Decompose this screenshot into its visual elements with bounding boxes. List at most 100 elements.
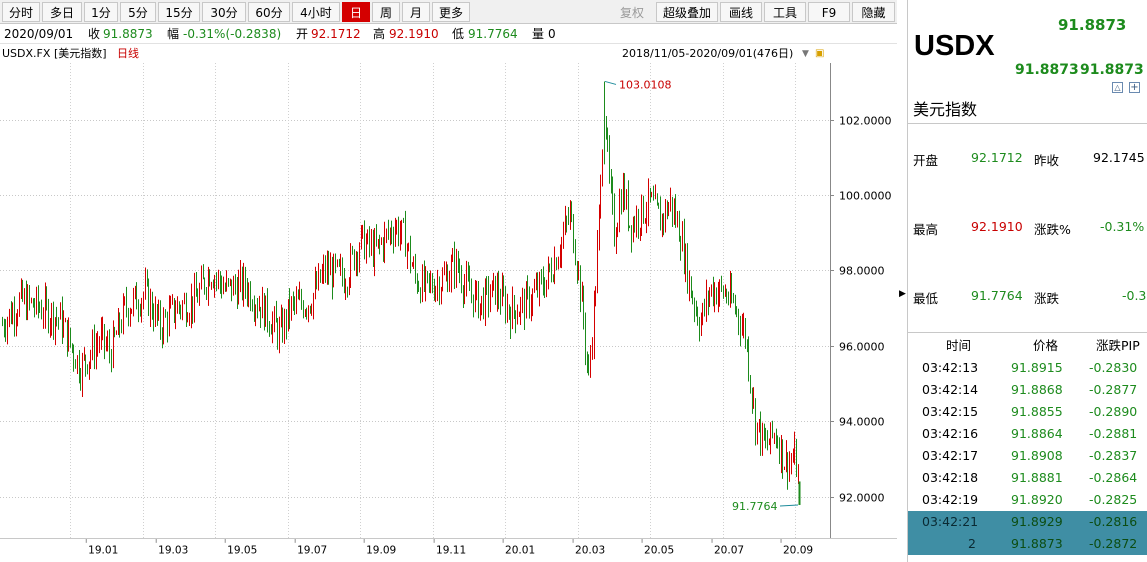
period-intraday-button[interactable]: 分时 <box>2 2 40 22</box>
f9-button[interactable]: F9 <box>808 2 850 22</box>
panel-name: 美元指数 <box>913 100 978 119</box>
quote-info-bar: 2020/09/01 收 91.8873 幅 -0.31%(-0.2838) 开… <box>0 25 897 44</box>
period-more-button[interactable]: 更多 <box>432 2 470 22</box>
period-5min-button[interactable]: 5分 <box>120 2 156 22</box>
tick-time: 03:42:16 <box>922 426 979 441</box>
header-change: 涨跌PIP <box>1096 338 1140 353</box>
info-change-value: -0.31%(-0.2838) <box>183 27 282 41</box>
info-open-value: 92.1712 <box>311 27 361 41</box>
tick-price: 91.8929 <box>1011 514 1063 529</box>
x-tick-label: 19.09 <box>366 544 396 556</box>
tick-change: -0.2864 <box>1089 470 1138 485</box>
tick-price: 91.8855 <box>1011 404 1063 419</box>
header-price: 价格 <box>1033 338 1059 353</box>
stat-open-value: 92.1712 <box>971 150 1023 165</box>
candlestick-chart[interactable]: 102.0000 100.0000 98.0000 96.0000 94.0000 92.… <box>0 63 897 538</box>
tick-time: 03:42:19 <box>922 492 979 507</box>
stat-open-label: 开盘 <box>913 153 939 168</box>
period-1min-button[interactable]: 1分 <box>84 2 118 22</box>
expand-panel-arrow-icon[interactable]: ▶ <box>899 289 906 299</box>
y-tick-label: 96.0000 <box>839 341 885 354</box>
chart-date-range: 2018/11/05-2020/09/01(476日) <box>622 47 794 60</box>
add-watchlist-icon[interactable]: + <box>1129 82 1140 93</box>
super-overlay-button[interactable]: 超级叠加 <box>656 2 718 22</box>
tick-time: 2 <box>968 536 976 551</box>
stat-high-value: 92.1910 <box>971 219 1023 234</box>
period-30min-button[interactable]: 30分 <box>202 2 246 22</box>
tick-price: 91.8864 <box>1011 426 1063 441</box>
tick-change: -0.2816 <box>1089 514 1138 529</box>
tick-row[interactable]: 2 91.8873 -0.2872 <box>908 533 1147 555</box>
stat-changepct-label: 涨跌% <box>1034 222 1071 237</box>
stat-change-label: 涨跌 <box>1034 291 1060 306</box>
tick-row[interactable]: 03:42:19 91.8920 -0.2825 <box>908 489 1147 511</box>
stat-change-value: -0.3 <box>1122 288 1147 303</box>
x-tick-label: 20.09 <box>783 544 813 556</box>
tick-time: 03:42:21 <box>922 514 979 529</box>
tick-change: -0.2872 <box>1089 536 1138 551</box>
tick-price: 91.8873 <box>1011 536 1063 551</box>
period-multiday-button[interactable]: 多日 <box>42 2 82 22</box>
stat-changepct-value: -0.31% <box>1100 219 1145 234</box>
header-time: 时间 <box>946 338 972 353</box>
y-tick-label: 98.0000 <box>839 265 885 278</box>
tools-button[interactable]: 工具 <box>764 2 806 22</box>
stat-low-label: 最低 <box>913 291 939 306</box>
tick-time: 03:42:14 <box>922 382 979 397</box>
x-tick-label: 19.05 <box>227 544 257 556</box>
tick-row[interactable]: 03:42:14 91.8868 -0.2877 <box>908 379 1147 401</box>
tick-row[interactable]: 03:42:16 91.8864 -0.2881 <box>908 423 1147 445</box>
min-pointer <box>779 504 799 507</box>
tick-price: 91.8920 <box>1011 492 1063 507</box>
chart-period: 日线 <box>117 47 139 60</box>
draw-line-button[interactable]: 画线 <box>720 2 762 22</box>
tick-price: 91.8881 <box>1011 470 1063 485</box>
tick-time: 03:42:17 <box>922 448 979 463</box>
info-low-value: 91.7764 <box>468 27 518 41</box>
tick-change: -0.2877 <box>1089 382 1138 397</box>
x-tick-label: 20.05 <box>644 544 674 556</box>
period-60min-button[interactable]: 60分 <box>248 2 290 22</box>
panel-ask: 91.8873 <box>1080 62 1144 78</box>
x-tick-label: 20.07 <box>714 544 744 556</box>
tick-price: 91.8915 <box>1011 360 1063 375</box>
tick-change: -0.2837 <box>1089 448 1138 463</box>
period-weekly-button[interactable]: 周 <box>372 2 400 22</box>
tick-row[interactable]: 03:42:15 91.8855 -0.2890 <box>908 401 1147 423</box>
hide-panel-button[interactable]: 隐藏 <box>852 2 895 22</box>
stat-prevclose-value: 92.1745 <box>1093 150 1145 165</box>
min-annotation: 91.7764 <box>732 500 778 513</box>
info-volume-label: 量 <box>532 27 545 41</box>
info-change-label: 幅 <box>167 27 180 41</box>
tick-row[interactable]: 03:42:13 91.8915 -0.2830 <box>908 357 1147 379</box>
period-15min-button[interactable]: 15分 <box>158 2 200 22</box>
tick-row[interactable]: 03:42:18 91.8881 -0.2864 <box>908 467 1147 489</box>
tick-change: -0.2890 <box>1089 404 1138 419</box>
x-axis: 19.01 19.03 19.05 19.07 19.09 19.11 20.01 20.03… <box>0 538 897 556</box>
period-monthly-button[interactable]: 月 <box>402 2 430 22</box>
alert-bell-icon[interactable]: △ <box>1112 82 1123 93</box>
tick-row[interactable]: 03:42:21 91.8929 -0.2816 <box>908 511 1147 533</box>
period-daily-button[interactable]: 日 <box>342 2 370 22</box>
lock-icon[interactable]: ▣ <box>815 48 825 59</box>
x-tick-label: 19.01 <box>88 544 118 556</box>
tick-row[interactable]: 03:42:17 91.8908 -0.2837 <box>908 445 1147 467</box>
panel-bid: 91.8873 <box>1015 62 1079 78</box>
y-tick-label: 102.0000 <box>839 115 892 128</box>
x-tick-label: 19.03 <box>158 544 188 556</box>
x-tick-label: 19.11 <box>436 544 466 556</box>
panel-price-top: 91.8873 <box>1058 16 1127 34</box>
x-tick-label: 20.03 <box>575 544 605 556</box>
panel-symbol: USDX <box>914 30 995 62</box>
restore-rights-button[interactable]: 复权 <box>619 6 644 20</box>
tick-table-header: 时间 价格 涨跌PIP <box>908 335 1147 357</box>
y-tick-label: 94.0000 <box>839 416 885 429</box>
y-tick-label: 92.0000 <box>839 492 885 505</box>
period-4hour-button[interactable]: 4小时 <box>292 2 340 22</box>
max-annotation: 103.0108 <box>619 78 672 91</box>
quote-panel: 91.8873 USDX 91.8873 91.8873 △ + 美元指数 开盘… <box>907 0 1147 562</box>
range-dropdown-icon[interactable]: ▼ <box>802 49 809 59</box>
stat-low-value: 91.7764 <box>971 288 1023 303</box>
period-toolbar: 分时 多日 1分 5分 15分 30分 60分 4小时 日 周 月 更多 复权 … <box>0 0 897 24</box>
info-high-label: 高 <box>373 27 386 41</box>
